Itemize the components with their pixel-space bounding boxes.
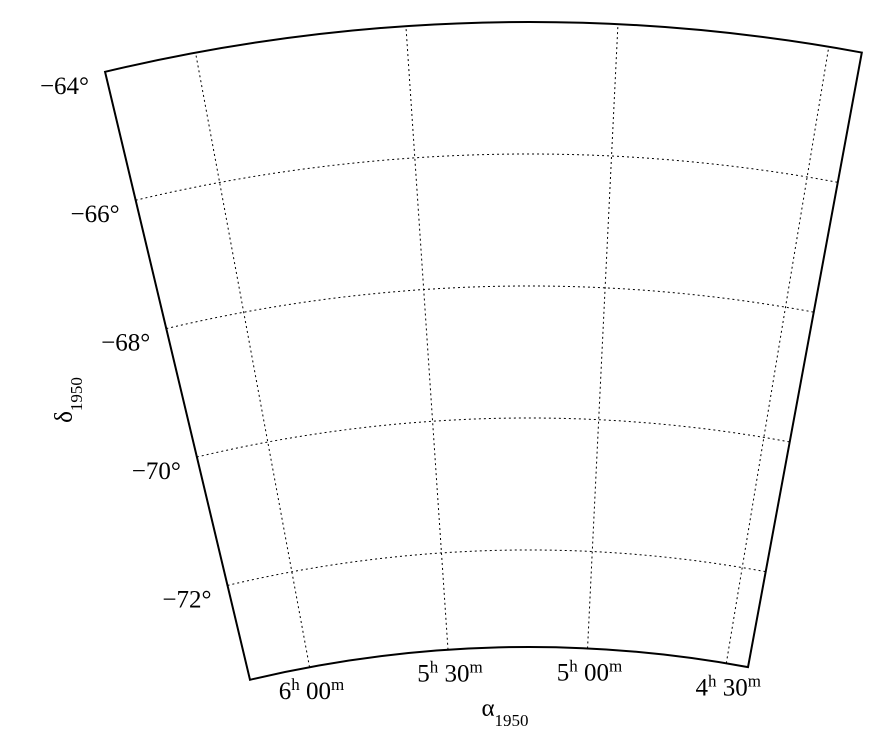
x-tick-label: 6h 00m — [279, 675, 344, 706]
grid-line — [725, 46, 830, 664]
grid-line — [135, 153, 838, 201]
x-tick-label: 5h 00m — [557, 656, 622, 687]
grid-line — [195, 52, 311, 668]
map-frame — [103, 21, 863, 682]
grid-line — [104, 21, 862, 73]
grid-line — [227, 549, 766, 586]
grid-line — [196, 417, 790, 458]
y-tick-label: −72° — [162, 586, 211, 613]
y-tick-label: −64° — [40, 73, 89, 100]
grid-line — [405, 26, 449, 650]
x-tick-label: 4h 30m — [696, 671, 761, 702]
y-tick-label: −70° — [132, 458, 181, 485]
grid-line — [166, 285, 814, 330]
grid-line — [587, 24, 619, 649]
y-tick-label: −66° — [71, 201, 120, 228]
x-tick-label: 5h 30m — [417, 657, 482, 688]
y-tick-label: −68° — [101, 330, 150, 357]
y-axis-label: δ1950 — [51, 377, 86, 423]
x-axis-label: α1950 — [481, 695, 528, 730]
